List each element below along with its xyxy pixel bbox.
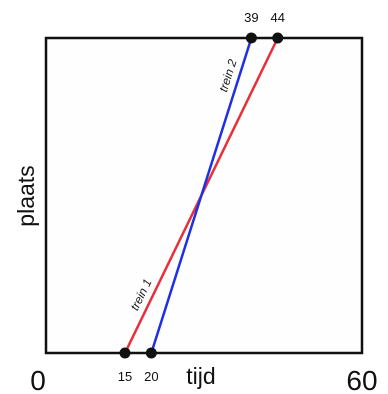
marked-point-label-1: 15: [118, 369, 132, 384]
marked-point-label-2: 20: [144, 369, 158, 384]
marked-point-label-3: 39: [244, 10, 258, 25]
marked-point-4: [272, 32, 284, 44]
marked-point-3: [245, 32, 257, 44]
marked-point-2: [145, 347, 157, 359]
marked-point-label-4: 44: [270, 10, 284, 25]
plot-background: [46, 38, 362, 353]
marked-point-1: [119, 347, 131, 359]
points-layer: 15 20 39 44: [118, 10, 285, 384]
x-tick-label-end: 60: [346, 365, 377, 394]
x-tick-label-start: 0: [30, 365, 46, 394]
series-line-2: [150, 36, 253, 355]
plot-frame: [44, 36, 364, 355]
y-axis-title: plaats: [13, 165, 39, 226]
x-axis-title: tijd: [186, 363, 215, 389]
